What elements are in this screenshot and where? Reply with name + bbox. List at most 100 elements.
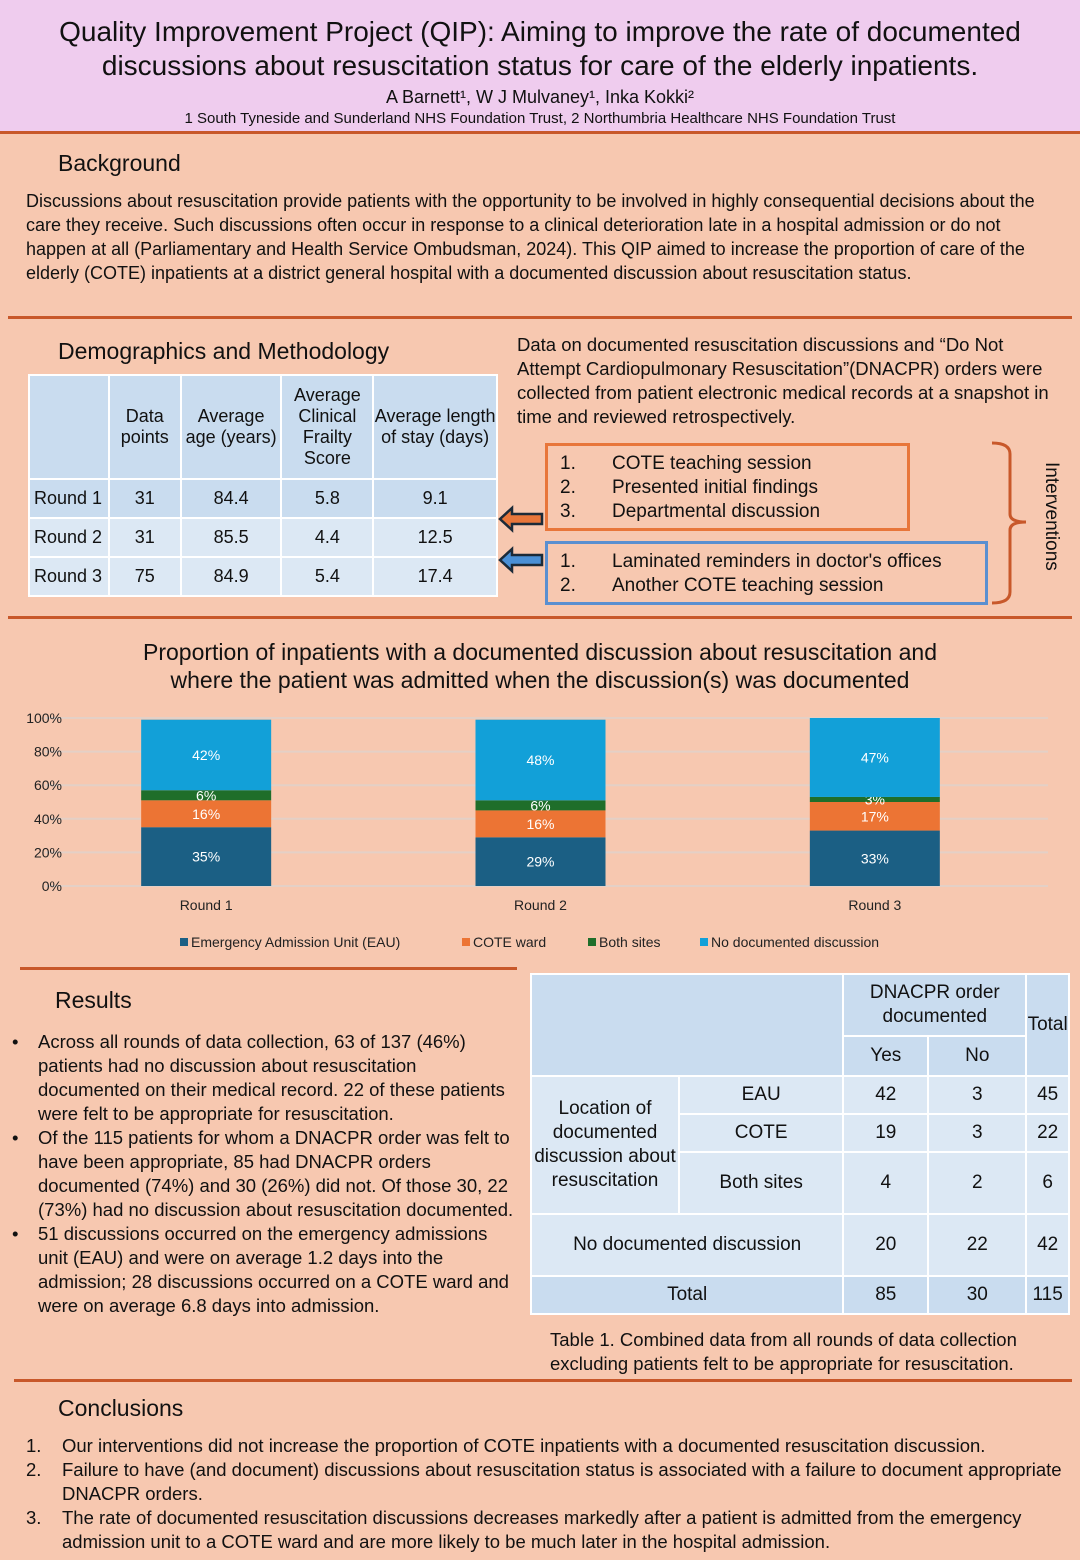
table-cell: 4.4 <box>280 517 375 558</box>
affiliations: 1 South Tyneside and Sunderland NHS Foun… <box>184 110 896 127</box>
results-table: DNACPR order documented Total Yes No Locat… <box>529 973 1070 1315</box>
cell: 115 <box>1025 1275 1070 1315</box>
arrows <box>498 505 544 574</box>
result-item: Across all rounds of data collection, 63… <box>12 1030 522 1126</box>
bar-segment <box>475 810 606 838</box>
result-item: Of the 115 patients for whom a DNACPR or… <box>12 1126 522 1222</box>
table-cell: 5.4 <box>280 556 375 597</box>
conclusion-item: 2. Failure to have (and document) discuss… <box>26 1459 1062 1504</box>
no-header: No <box>927 1035 1028 1077</box>
row-label: Total <box>529 1275 845 1315</box>
conclusions-list: 1. Our interventions did not increase the… <box>26 1434 1066 1554</box>
location-label: Location of documented discussion about … <box>530 1075 680 1215</box>
row-label: EAU <box>677 1075 845 1115</box>
table-row: Round 3 75 84.9 5.4 17.4 <box>28 556 498 597</box>
table-cell: Round 2 <box>28 517 110 558</box>
divider <box>8 616 1072 619</box>
background-heading: Background <box>58 150 181 176</box>
legend-swatch <box>588 938 596 946</box>
intervention-item: 1. Laminated reminders in doctor's office… <box>560 551 942 572</box>
table-cell: 31 <box>107 517 182 558</box>
row-label: Both sites <box>677 1151 845 1215</box>
bar-segment <box>141 719 272 791</box>
interventions-round3-box: 1. Laminated reminders in doctor's office… <box>545 541 988 605</box>
y-tick-label: 100% <box>26 710 62 726</box>
poster-title: Quality Improvement Project (QIP): Aimin… <box>59 16 1021 81</box>
table-cell: 5.8 <box>280 478 375 519</box>
interventions-label: Interventions <box>1041 462 1062 571</box>
cell: 42 <box>1025 1213 1070 1277</box>
divider <box>20 967 517 970</box>
column-header: Average Clinical Frailty Score <box>280 374 375 480</box>
chart-title: Proportion of inpatients with a document… <box>143 639 937 693</box>
bar-segment <box>141 827 272 886</box>
conclusion-item: 1. Our interventions did not increase the… <box>26 1435 986 1456</box>
bar-segment <box>475 837 606 886</box>
legend-label: COTE ward <box>473 934 546 950</box>
y-tick-label: 60% <box>34 777 62 793</box>
data-label: 48% <box>526 752 554 768</box>
data-label: 33% <box>861 850 889 866</box>
y-tick-label: 0% <box>42 878 62 894</box>
authors: A Barnett¹, W J Mulvaney¹, Inka Kokki² <box>385 87 695 107</box>
methodology-text: Data on documented resuscitation discuss… <box>517 334 1049 427</box>
table-cell: 84.4 <box>179 478 283 519</box>
data-label: 6% <box>530 797 550 813</box>
table-cell: 85.5 <box>179 517 283 558</box>
table-cell: 17.4 <box>372 556 498 597</box>
legend-label: No documented discussion <box>711 934 879 950</box>
table-cell: 31 <box>107 478 182 519</box>
table-cell: Round 1 <box>28 478 110 519</box>
divider <box>14 1379 1072 1382</box>
y-tick-label: 20% <box>34 844 62 860</box>
cell: 20 <box>842 1213 930 1277</box>
column-header: Average age (years) <box>179 374 283 480</box>
column-header: Average length of stay (days) <box>372 374 498 480</box>
table-caption: Table 1. Combined data from all rounds o… <box>550 1329 1017 1374</box>
total-header: Total <box>1025 973 1070 1077</box>
cell: 45 <box>1025 1075 1070 1115</box>
results-list: Across all rounds of data collection, 63… <box>12 1030 522 1318</box>
cell: 85 <box>842 1275 930 1315</box>
cell: 42 <box>842 1075 930 1115</box>
demographics-table: Data points Average age (years) Average Cl… <box>28 374 498 597</box>
interventions-round2-box: 1. COTE teaching session 2. Presented initi… <box>545 443 910 531</box>
demographics-heading: Demographics and Methodology <box>58 338 390 364</box>
yes-header: Yes <box>842 1035 930 1077</box>
data-label: 29% <box>526 854 554 870</box>
x-tick-label: Round 2 <box>514 897 567 913</box>
table-row: Round 2 31 85.5 4.4 12.5 <box>28 517 498 558</box>
cell: 2 <box>927 1151 1028 1215</box>
row-label: COTE <box>677 1113 845 1153</box>
bracket-icon <box>991 441 1027 605</box>
bar-segment <box>141 800 272 828</box>
bar-segment <box>475 800 606 811</box>
x-tick-label: Round 3 <box>848 897 901 913</box>
data-label: 6% <box>196 787 216 803</box>
cell: 30 <box>927 1275 1028 1315</box>
data-label: 35% <box>192 849 220 865</box>
legend-swatch <box>180 938 188 946</box>
cell: 19 <box>842 1113 930 1153</box>
intervention-item: 3. Departmental discussion <box>560 501 821 522</box>
result-item: 51 discussions occurred on the emergency… <box>12 1222 522 1318</box>
data-label: 47% <box>861 749 889 765</box>
cell: 3 <box>927 1113 1028 1153</box>
bar-segment <box>141 790 272 801</box>
bar-segment <box>809 830 940 886</box>
table-cell: 84.9 <box>179 556 283 597</box>
bar-segment <box>475 719 606 801</box>
data-label: 16% <box>526 816 554 832</box>
legend-label: Both sites <box>599 934 660 950</box>
table-cell: 9.1 <box>372 478 498 519</box>
conclusion-item: 3. The rate of documented resuscitation d… <box>26 1507 1022 1552</box>
cell: 22 <box>1025 1113 1070 1153</box>
bar-segment <box>809 796 940 802</box>
divider <box>8 316 1072 319</box>
poster-header: Quality Improvement Project (QIP): Aimin… <box>0 0 1080 134</box>
cell: 6 <box>1025 1151 1070 1215</box>
cell: 4 <box>842 1151 930 1215</box>
table-cell: 12.5 <box>372 517 498 558</box>
table-row: Round 1 31 84.4 5.8 9.1 <box>28 478 498 519</box>
row-label: No documented discussion <box>529 1213 845 1277</box>
